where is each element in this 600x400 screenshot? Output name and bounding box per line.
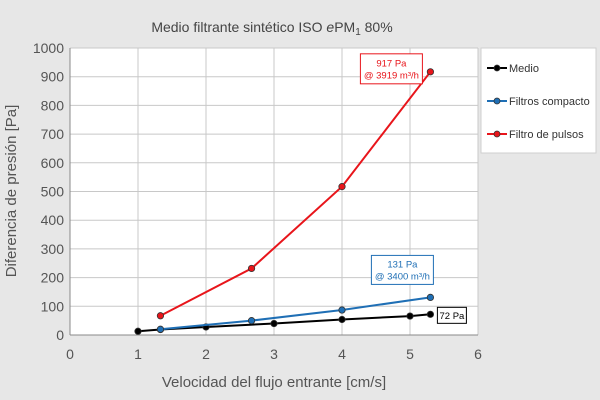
legend-label: Filtros compacto <box>509 96 590 108</box>
x-tick-label: 0 <box>66 346 74 362</box>
x-tick-label: 5 <box>406 346 414 362</box>
data-point <box>247 317 256 325</box>
data-point <box>426 310 434 318</box>
data-point <box>338 183 346 191</box>
series-1 <box>156 293 434 333</box>
grid <box>69 47 479 336</box>
y-tick-label: 300 <box>41 241 65 257</box>
x-tick-label: 6 <box>474 346 482 362</box>
legend-item-2: Filtro de pulsos <box>487 129 584 141</box>
y-axis-title: Diferencia de presión [Pa] <box>3 105 20 278</box>
series-2 <box>156 68 434 320</box>
y-tick-label: 900 <box>41 69 65 85</box>
series-layer <box>134 68 434 335</box>
data-point <box>406 312 414 320</box>
legend: Medio Filtros compacto Filtro de pulsos <box>480 47 597 154</box>
chart-title-sub: 1 <box>355 27 361 38</box>
annotation-box <box>370 254 434 285</box>
legend-swatch-marker <box>493 64 501 72</box>
annotation-text: 131 Pa <box>387 259 418 270</box>
legend-label: Medio <box>509 63 539 75</box>
legend-items: Medio Filtros compacto Filtro de pulsos <box>487 63 590 141</box>
y-tick-label: 700 <box>41 126 65 142</box>
data-point <box>426 68 434 76</box>
x-tick-label: 1 <box>134 346 142 362</box>
legend-swatch-marker <box>493 97 501 105</box>
y-tick-labels: 0 100 200 300 400 500 600 700 800 900 1000 <box>33 40 64 343</box>
y-tick-label: 1000 <box>33 40 64 56</box>
y-tick-label: 100 <box>41 298 65 314</box>
data-point <box>338 306 346 314</box>
x-tick-label: 3 <box>270 346 278 362</box>
y-tick-label: 200 <box>41 270 65 286</box>
x-axis-title: Velocidad del flujo entrante [cm/s] <box>162 374 386 391</box>
data-point <box>156 312 165 320</box>
series-line <box>160 296 431 331</box>
data-point <box>270 319 278 328</box>
y-tick-label: 0 <box>56 327 64 343</box>
legend-swatch-marker <box>493 130 501 138</box>
chart-title-main: Medio filtrante sintético ISO <box>151 19 326 35</box>
y-tick-label: 500 <box>41 184 65 200</box>
annotation-text: @ 3400 m³/h <box>375 271 430 282</box>
series-line <box>159 71 432 317</box>
annotation-2: 72 Pa <box>436 306 467 324</box>
y-tick-label: 800 <box>41 97 65 113</box>
y-tick-label: 400 <box>41 212 65 228</box>
data-point <box>247 264 256 273</box>
legend-label: Filtro de pulsos <box>509 129 584 141</box>
annotation-box <box>436 306 467 324</box>
x-tick-labels: 0 1 2 3 4 5 6 <box>66 346 482 362</box>
data-point <box>156 325 165 333</box>
x-tick-label: 2 <box>202 346 210 362</box>
chart-title-italic: e <box>326 19 334 35</box>
x-tick-label: 4 <box>338 346 346 362</box>
chart-title-tail: 80% <box>361 19 393 35</box>
legend-item-0: Medio <box>487 63 539 75</box>
annotation-text: 917 Pa <box>376 58 407 69</box>
data-point <box>134 327 142 335</box>
annotation-0: 917 Pa@ 3919 m³/h <box>359 53 423 85</box>
legend-item-1: Filtros compacto <box>487 96 590 108</box>
annotation-text: 72 Pa <box>439 311 465 322</box>
annotation-box <box>359 53 423 85</box>
y-tick-label: 600 <box>41 155 65 171</box>
data-point <box>426 293 434 302</box>
annotation-text: @ 3919 m³/h <box>364 70 419 81</box>
chart-title: Medio filtrante sintético ISO ePM1 80% <box>151 19 392 38</box>
data-point <box>338 315 346 324</box>
annotation-1: 131 Pa@ 3400 m³/h <box>370 254 434 285</box>
annotation-layer: 917 Pa@ 3919 m³/h 131 Pa@ 3400 m³/h 72 Pa <box>359 53 467 324</box>
chart-title-pm: PM <box>334 19 355 35</box>
